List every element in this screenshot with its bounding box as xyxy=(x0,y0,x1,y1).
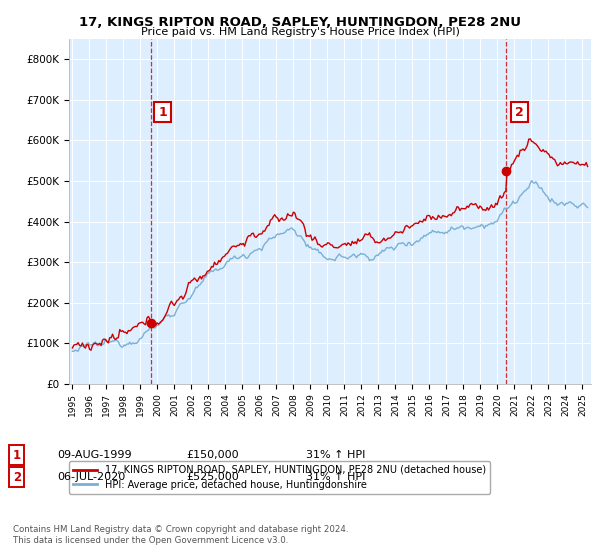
Text: 17, KINGS RIPTON ROAD, SAPLEY, HUNTINGDON, PE28 2NU: 17, KINGS RIPTON ROAD, SAPLEY, HUNTINGDO… xyxy=(79,16,521,29)
Legend: 17, KINGS RIPTON ROAD, SAPLEY, HUNTINGDON, PE28 2NU (detached house), HPI: Avera: 17, KINGS RIPTON ROAD, SAPLEY, HUNTINGDO… xyxy=(69,461,490,494)
Text: 2: 2 xyxy=(515,106,524,119)
Text: 1: 1 xyxy=(13,449,21,462)
Text: 09-AUG-1999: 09-AUG-1999 xyxy=(57,450,131,460)
Text: £150,000: £150,000 xyxy=(186,450,239,460)
Text: 1: 1 xyxy=(158,106,167,119)
Text: 31% ↑ HPI: 31% ↑ HPI xyxy=(306,472,365,482)
Text: 31% ↑ HPI: 31% ↑ HPI xyxy=(306,450,365,460)
Text: £525,000: £525,000 xyxy=(186,472,239,482)
Text: Contains HM Land Registry data © Crown copyright and database right 2024.
This d: Contains HM Land Registry data © Crown c… xyxy=(13,525,349,545)
Text: 06-JUL-2020: 06-JUL-2020 xyxy=(57,472,125,482)
Text: 2: 2 xyxy=(13,470,21,484)
Text: Price paid vs. HM Land Registry's House Price Index (HPI): Price paid vs. HM Land Registry's House … xyxy=(140,27,460,37)
